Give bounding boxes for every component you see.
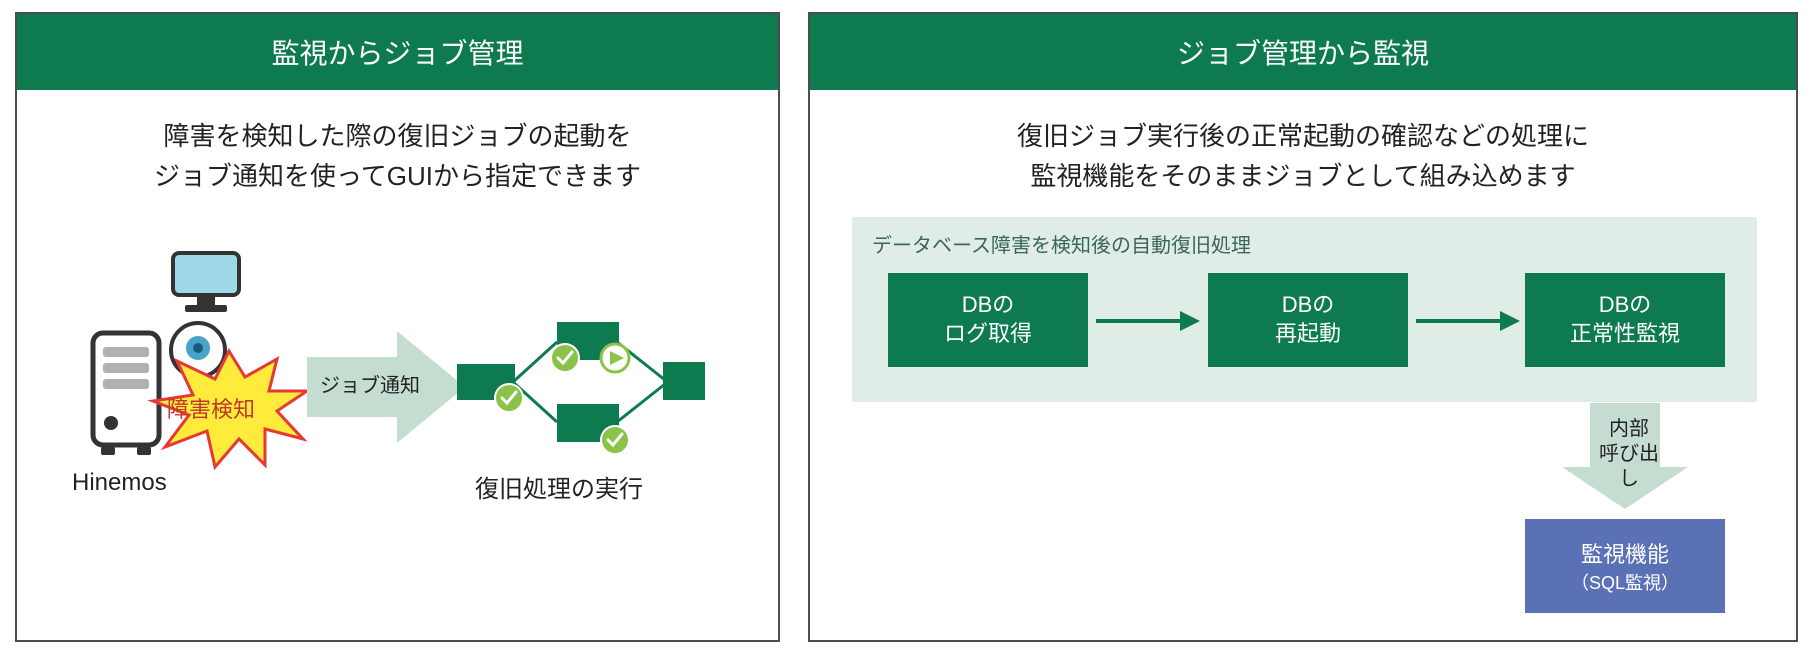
left-desc-line2: ジョブ通知を使ってGUIから指定できます	[154, 161, 641, 191]
db-step-3: DBの 正常性監視	[1525, 273, 1725, 367]
left-desc-line1: 障害を検知した際の復旧ジョブの起動を	[163, 121, 631, 151]
right-panel-title: ジョブ管理から監視	[810, 14, 1796, 90]
db-step-3-line2: 正常性監視	[1570, 321, 1680, 346]
alert-burst-label: 障害検知	[167, 392, 255, 424]
right-panel: ジョブ管理から監視 復旧ジョブ実行後の正常起動の確認などの処理に 監視機能をその…	[808, 12, 1798, 642]
recovery-flow-diagram	[457, 302, 707, 467]
play-badge-icon	[601, 344, 629, 372]
db-step-2: DBの 再起動	[1208, 273, 1408, 367]
mon-line1: 監視機能	[1581, 537, 1669, 569]
right-panel-description: 復旧ジョブ実行後の正常起動の確認などの処理に 監視機能をそのままジョブとして組み…	[810, 90, 1796, 207]
left-graphic-area: 障害検知 Hinemos ジョブ通知	[17, 207, 778, 547]
db-step-2-line1: DBの	[1282, 292, 1335, 317]
step-arrow-2-icon	[1416, 307, 1520, 340]
check-badge-icon	[601, 426, 629, 454]
process-container-label: データベース障害を検知後の自動復旧処理	[872, 229, 1251, 258]
db-step-2-line2: 再起動	[1275, 321, 1341, 346]
right-graphic-area: データベース障害を検知後の自動復旧処理 DBの ログ取得 DBの 再起動 DBの…	[810, 207, 1796, 637]
db-step-1-line2: ログ取得	[944, 321, 1032, 346]
monitoring-function-box: 監視機能 （SQL監視）	[1525, 519, 1725, 613]
left-panel-description: 障害を検知した際の復旧ジョブの起動を ジョブ通知を使ってGUIから指定できます	[17, 90, 778, 207]
db-step-1-line1: DBの	[962, 292, 1015, 317]
right-desc-line2: 監視機能をそのままジョブとして組み込めます	[1030, 161, 1575, 191]
check-badge-icon	[551, 344, 579, 372]
internal-call-arrow-label: 内部 呼び出し	[1594, 417, 1664, 492]
down-arrow-line1: 内部	[1609, 418, 1649, 440]
left-panel: 監視からジョブ管理 障害を検知した際の復旧ジョブの起動を ジョブ通知を使ってGU…	[15, 12, 780, 642]
db-step-3-line1: DBの	[1599, 292, 1652, 317]
monitor-icon	[167, 249, 245, 320]
mon-line2: （SQL監視）	[1571, 569, 1679, 595]
down-arrow-line2: 呼び出し	[1599, 443, 1659, 490]
recovery-flow-caption: 復旧処理の実行	[475, 469, 643, 504]
left-panel-title: 監視からジョブ管理	[17, 14, 778, 90]
step-arrow-1-icon	[1096, 307, 1200, 340]
right-desc-line1: 復旧ジョブ実行後の正常起動の確認などの処理に	[1017, 121, 1589, 151]
check-badge-icon	[495, 384, 523, 412]
hinemos-label: Hinemos	[72, 469, 167, 497]
db-step-1: DBの ログ取得	[888, 273, 1088, 367]
job-notify-arrow-label: ジョブ通知	[320, 369, 420, 398]
